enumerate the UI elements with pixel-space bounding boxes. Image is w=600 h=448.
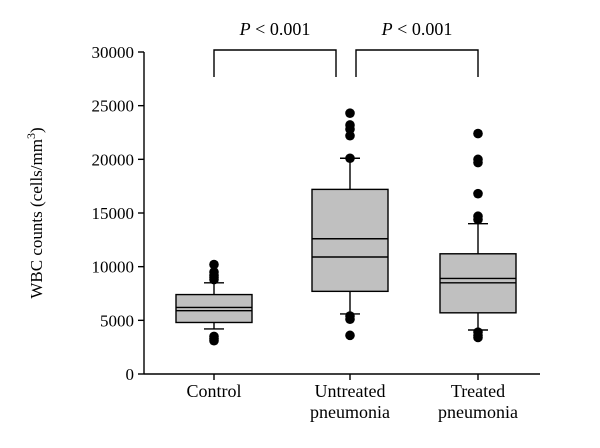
- outlier-point: [345, 330, 355, 341]
- significance-label: P < 0.001: [239, 19, 311, 39]
- outlier-point: [473, 128, 483, 139]
- y-axis-title-close: ): [27, 127, 46, 133]
- x-category-label: Treated: [451, 381, 505, 401]
- outlier-point: [473, 154, 483, 165]
- plot-area: 0 5000 10000 15000 20000 25000 30000 Control Unt…: [92, 19, 540, 422]
- outlier-point: [473, 188, 483, 199]
- y-tick-label: 10000: [92, 258, 135, 277]
- x-category-label: Control: [186, 381, 241, 401]
- outlier-point: [473, 327, 483, 337]
- y-axis-title-superscript: 3: [24, 133, 38, 139]
- y-tick-label: 20000: [92, 150, 135, 169]
- y-axis-title: WBC counts (cells/mm3): [24, 127, 46, 298]
- outlier-point: [209, 331, 219, 342]
- p-value: < 0.001: [251, 19, 311, 39]
- x-category-label: pneumonia: [310, 402, 390, 422]
- y-tick-label: 15000: [92, 204, 135, 223]
- box-iqr: [311, 188, 389, 293]
- box-iqr: [175, 293, 253, 324]
- p-value: < 0.001: [393, 19, 453, 39]
- outlier-point: [345, 108, 355, 118]
- outlier-point: [209, 259, 219, 270]
- outlier-point: [345, 153, 355, 164]
- outlier-point: [209, 267, 219, 277]
- significance-label: P < 0.001: [381, 19, 453, 39]
- y-tick-label: 30000: [92, 43, 135, 62]
- y-tick-label: 25000: [92, 97, 135, 116]
- significance-bracket: [213, 49, 337, 77]
- x-category-label: pneumonia: [438, 402, 518, 422]
- significance-bracket: [355, 49, 479, 77]
- y-axis-title-main: WBC counts (cells/mm: [27, 139, 46, 299]
- y-tick-label: 5000: [100, 311, 134, 330]
- p-symbol: P: [381, 19, 393, 39]
- p-symbol: P: [239, 19, 251, 39]
- x-category-label: Untreated: [315, 381, 386, 401]
- outlier-point: [473, 211, 483, 222]
- outlier-point: [345, 120, 355, 130]
- y-tick-label: 0: [126, 365, 135, 384]
- outlier-point: [345, 311, 355, 321]
